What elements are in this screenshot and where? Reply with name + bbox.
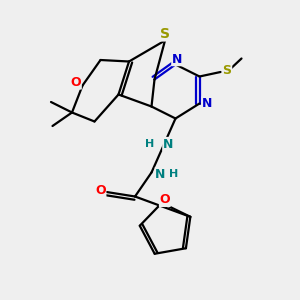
Text: O: O (95, 184, 106, 197)
Text: N: N (155, 167, 166, 181)
Text: S: S (160, 27, 170, 41)
Text: H: H (169, 169, 178, 179)
Text: N: N (172, 52, 182, 66)
Text: N: N (202, 97, 212, 110)
Text: O: O (160, 194, 170, 206)
Text: N: N (163, 137, 173, 151)
Text: O: O (70, 76, 81, 89)
Text: H: H (146, 139, 154, 149)
Text: S: S (223, 64, 232, 77)
